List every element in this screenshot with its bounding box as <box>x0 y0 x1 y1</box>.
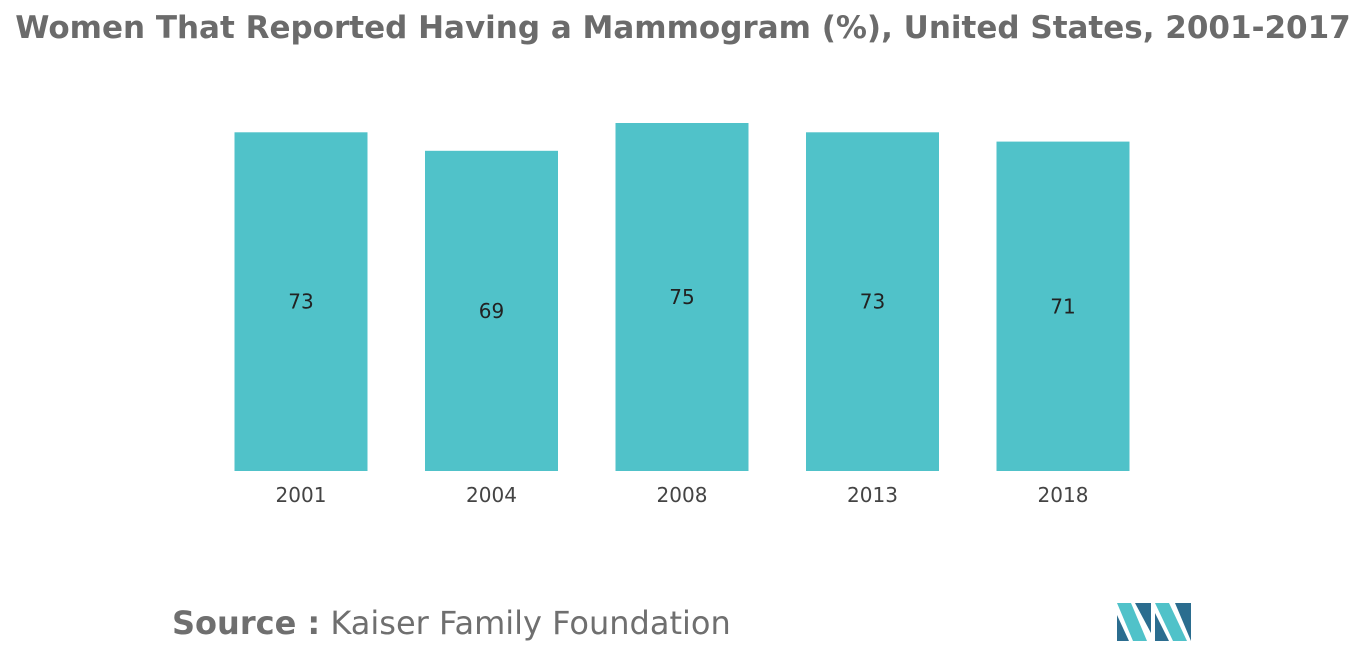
bar-chart: 73 69 75 73 71 2001 2004 2008 2013 2018 <box>234 123 1130 507</box>
x-tick-2013: 2013 <box>847 483 898 507</box>
data-label-2001: 73 <box>288 290 313 314</box>
data-label-2004: 69 <box>479 299 504 323</box>
source-label: Source : <box>172 604 321 642</box>
bar-2008 <box>615 123 749 471</box>
bar-2018 <box>996 141 1130 471</box>
x-axis-ticks: 2001 2004 2008 2013 2018 <box>276 483 1089 507</box>
x-tick-2008: 2008 <box>657 483 708 507</box>
source-note: Source : Kaiser Family Foundation <box>172 604 731 642</box>
x-tick-2018: 2018 <box>1038 483 1089 507</box>
data-labels-layer: 73 69 75 73 71 <box>288 285 1075 323</box>
mordor-intelligence-logo-icon <box>1117 603 1191 641</box>
chart-title: Women That Reported Having a Mammogram (… <box>15 10 1351 46</box>
bar-2004 <box>425 150 558 472</box>
source-text: Kaiser Family Foundation <box>330 604 731 642</box>
data-label-2018: 71 <box>1050 294 1075 318</box>
bar-2013 <box>806 132 939 472</box>
data-label-2013: 73 <box>860 290 885 314</box>
x-tick-2004: 2004 <box>466 483 517 507</box>
data-label-2008: 75 <box>669 285 694 309</box>
bars-layer <box>234 123 1130 472</box>
x-tick-2001: 2001 <box>276 483 327 507</box>
bar-2001 <box>234 132 368 472</box>
